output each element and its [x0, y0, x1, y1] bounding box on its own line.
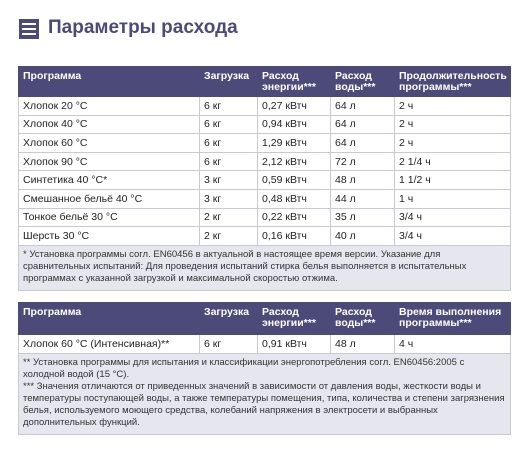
cell: 0,22 кВтч [257, 207, 331, 228]
cell: 0,91 кВтч [257, 334, 331, 354]
column-header: Программа [18, 66, 200, 97]
column-header: Загрузка [199, 302, 258, 335]
header-row: Программа Загрузка Расход энергии*** Расход в… [18, 302, 511, 335]
cell: 35 л [330, 207, 395, 228]
data-row: Тонкое бельё 30 °C 2 кг 0,22 кВтч 35 л 3/4 ч [18, 207, 511, 228]
cell: 0,48 кВтч [257, 188, 331, 209]
header-line: воды*** [335, 81, 376, 93]
header-line: программы*** [399, 81, 472, 93]
cell: Синтетика 40 °C* [18, 170, 200, 190]
cell: 0,27 кВтч [257, 96, 331, 116]
cell: 6 кг [199, 114, 258, 135]
column-header: Расход воды*** [330, 66, 395, 97]
column-header: Продолжительность программы*** [394, 66, 511, 97]
cell: Тонкое бельё 30 °C [18, 207, 200, 228]
column-header: Расход энергии*** [257, 302, 331, 335]
cell: 4 ч [394, 334, 511, 354]
header-line: Расход [335, 70, 372, 82]
header-line: Расход [262, 306, 299, 318]
header-line: Загрузка [204, 306, 250, 318]
header-line: программы*** [399, 317, 472, 329]
footnote: *** Значения отличаются от приведенных з… [23, 380, 505, 428]
cell: 3 кг [199, 188, 258, 209]
footnote-row: * Установка программы согл. EN60456 в ак… [18, 244, 511, 291]
header-line: воды*** [335, 317, 376, 329]
cell: 2 кг [199, 226, 258, 246]
cell: 2 ч [394, 96, 511, 116]
column-header: Расход энергии*** [257, 66, 331, 97]
cell: 1 1/2 ч [394, 170, 511, 190]
footnotes: ** Установка программы для испытания и к… [18, 352, 511, 435]
cell: Хлопок 20 °C [18, 96, 200, 116]
cell: 2 кг [199, 207, 258, 228]
cell: 48 л [330, 334, 395, 354]
footnote: * Установка программы согл. EN60456 в ак… [23, 248, 467, 284]
cell: 2 1/4 ч [394, 151, 511, 172]
cell: 1,29 кВтч [257, 133, 331, 153]
cell: 0,59 кВтч [257, 170, 331, 190]
header-line: Расход [262, 70, 299, 82]
cell: 6 кг [199, 151, 258, 172]
footnote-row: ** Установка программы для испытания и к… [18, 352, 511, 435]
cell: 48 л [330, 170, 395, 190]
data-row: Хлопок 60 °C (Интенсивная)** 6 кг 0,91 кВт… [18, 334, 511, 354]
header-line: Продолжительность [399, 70, 507, 82]
header-line: Программа [23, 306, 82, 318]
consumption-table: Программа Загрузка Расход энергии*** Расход в… [18, 66, 511, 291]
column-header: Расход воды*** [330, 302, 395, 335]
header-line: энергии*** [262, 81, 316, 93]
footnote: ** Установка программы для испытания и к… [23, 356, 465, 380]
intensive-table: Программа Загрузка Расход энергии*** Расход в… [18, 302, 511, 435]
column-header: Время выполнения программы*** [394, 302, 511, 335]
cell: 64 л [330, 96, 395, 116]
cell: Хлопок 40 °C [18, 114, 200, 135]
cell: Хлопок 60 °C [18, 133, 200, 153]
cell: 3/4 ч [394, 226, 511, 246]
cell: 72 л [330, 151, 395, 172]
cell: 1 ч [394, 188, 511, 209]
cell: 0,16 кВтч [257, 226, 331, 246]
header-line: Расход [335, 306, 372, 318]
cell: 6 кг [199, 133, 258, 153]
cell: 3 кг [199, 170, 258, 190]
cell: 2,12 кВтч [257, 151, 331, 172]
cell: 2 ч [394, 133, 511, 153]
section-icon [19, 19, 39, 39]
column-header: Программа [18, 302, 200, 335]
header-line: Время выполнения [399, 306, 502, 318]
cell: 0,94 кВтч [257, 114, 331, 135]
cell: 40 л [330, 226, 395, 246]
cell: Смешанное бельё 40 °C [18, 188, 200, 209]
header-line: Загрузка [204, 70, 250, 82]
cell: 64 л [330, 133, 395, 153]
cell: 2 ч [394, 114, 511, 135]
footnotes: * Установка программы согл. EN60456 в ак… [18, 244, 511, 291]
header-line: Программа [23, 70, 82, 82]
cell: 6 кг [199, 334, 258, 354]
cell: Шерсть 30 °C [18, 226, 200, 246]
header-line: энергии*** [262, 317, 316, 329]
cell: 6 кг [199, 96, 258, 116]
header-row: Программа Загрузка Расход энергии*** Расход в… [18, 66, 511, 97]
cell: 3/4 ч [394, 207, 511, 228]
cell: Хлопок 60 °C (Интенсивная)** [18, 334, 200, 354]
cell: 64 л [330, 114, 395, 135]
column-header: Загрузка [199, 66, 258, 97]
cell: Хлопок 90 °C [18, 151, 200, 172]
cell: 44 л [330, 188, 395, 209]
page-title: Параметры расхода [48, 17, 238, 38]
data-row: Шерсть 30 °C 2 кг 0,16 кВтч 40 л 3/4 ч [18, 226, 511, 246]
